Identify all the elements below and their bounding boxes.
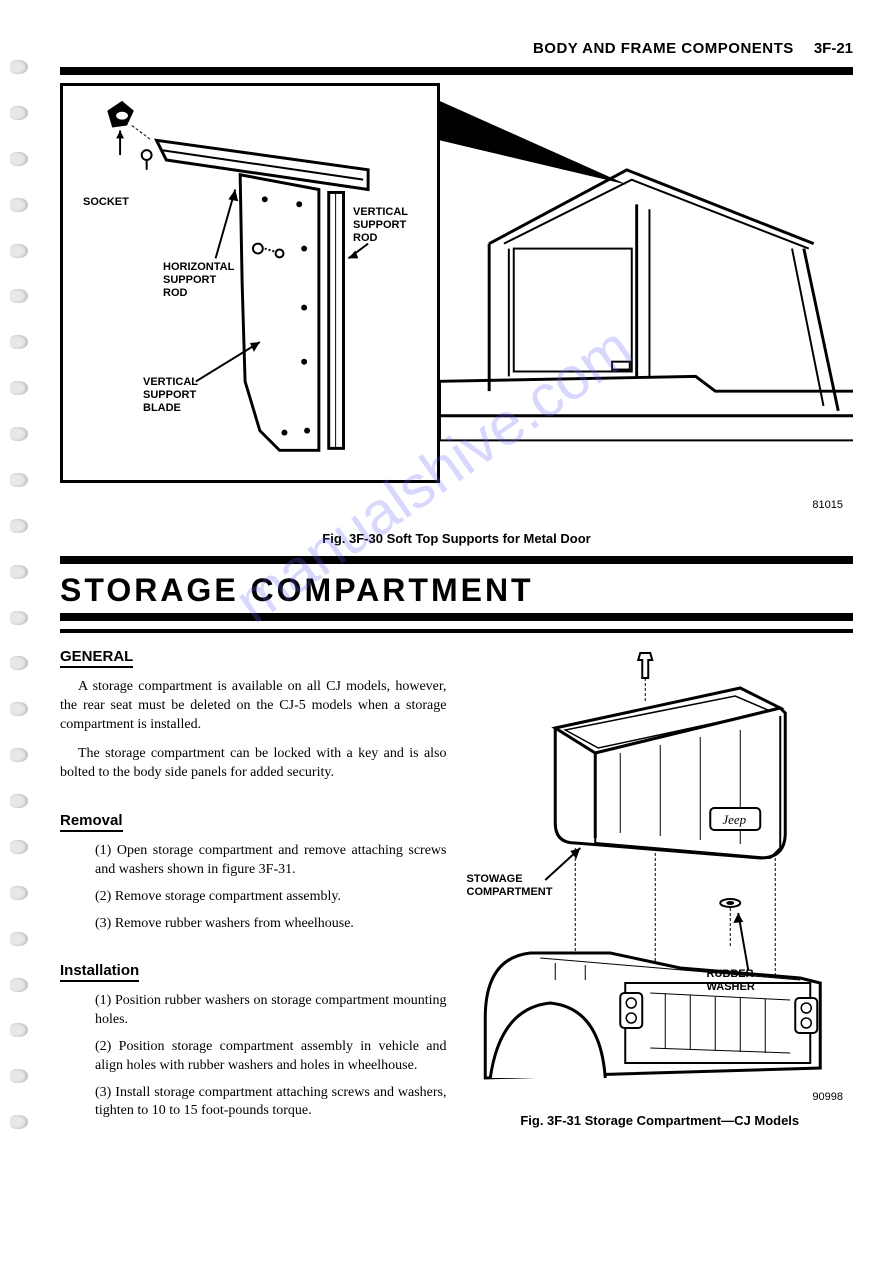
header-title: BODY AND FRAME COMPONENTS <box>533 40 794 57</box>
heading-installation: Installation <box>60 962 139 982</box>
general-para-2: The storage compartment can be locked wi… <box>60 745 447 783</box>
figure-3f-30: SOCKET HORIZONTAL SUPPORT ROD VERTICAL S… <box>60 83 853 523</box>
spiral-binding <box>10 60 30 1129</box>
removal-step-3: (3) Remove rubber washers from wheelhous… <box>60 915 447 934</box>
installation-step-3: (3) Install storage compartment attachin… <box>60 1084 447 1122</box>
section-title: STORAGE COMPARTMENT <box>60 572 853 609</box>
page-header: BODY AND FRAME COMPONENTS 3F-21 <box>60 40 853 57</box>
figure-1-id: 81015 <box>812 499 843 511</box>
label-socket: SOCKET <box>83 196 129 209</box>
content-columns: GENERAL A storage compartment is availab… <box>60 648 853 1129</box>
svg-text:Jeep: Jeep <box>722 812 746 827</box>
left-column: GENERAL A storage compartment is availab… <box>60 648 447 1129</box>
installation-step-1: (1) Position rubber washers on storage c… <box>60 992 447 1030</box>
heading-removal: Removal <box>60 812 123 832</box>
heading-general: GENERAL <box>60 648 133 668</box>
vehicle-outline <box>440 83 853 483</box>
label-vertical-rod: VERTICAL SUPPORT ROD <box>353 206 408 246</box>
figure-1-caption: Fig. 3F-30 Soft Top Supports for Metal D… <box>60 531 853 546</box>
section-title-block: STORAGE COMPARTMENT <box>60 556 853 633</box>
general-para-1: A storage compartment is available on al… <box>60 678 447 735</box>
page-number: 3F-21 <box>814 40 853 57</box>
header-rule <box>60 67 853 75</box>
right-column: Jeep <box>467 648 854 1129</box>
installation-step-2: (2) Position storage compartment assembl… <box>60 1038 447 1076</box>
label-stowage: STOWAGE COMPARTMENT <box>467 873 553 899</box>
support-diagram <box>63 86 437 480</box>
label-rubber-washer: RUBBER WASHER <box>707 968 755 994</box>
figure-2-id: 90998 <box>812 1091 843 1103</box>
figure-3f-31: Jeep <box>467 648 854 1128</box>
label-horizontal-rod: HORIZONTAL SUPPORT ROD <box>163 261 234 301</box>
diagram-inset-box: SOCKET HORIZONTAL SUPPORT ROD VERTICAL S… <box>60 83 440 483</box>
figure-2-caption: Fig. 3F-31 Storage Compartment—CJ Models <box>467 1113 854 1128</box>
label-vertical-blade: VERTICAL SUPPORT BLADE <box>143 376 198 416</box>
removal-step-2: (2) Remove storage compartment assembly. <box>60 888 447 907</box>
removal-step-1: (1) Open storage compartment and remove … <box>60 842 447 880</box>
